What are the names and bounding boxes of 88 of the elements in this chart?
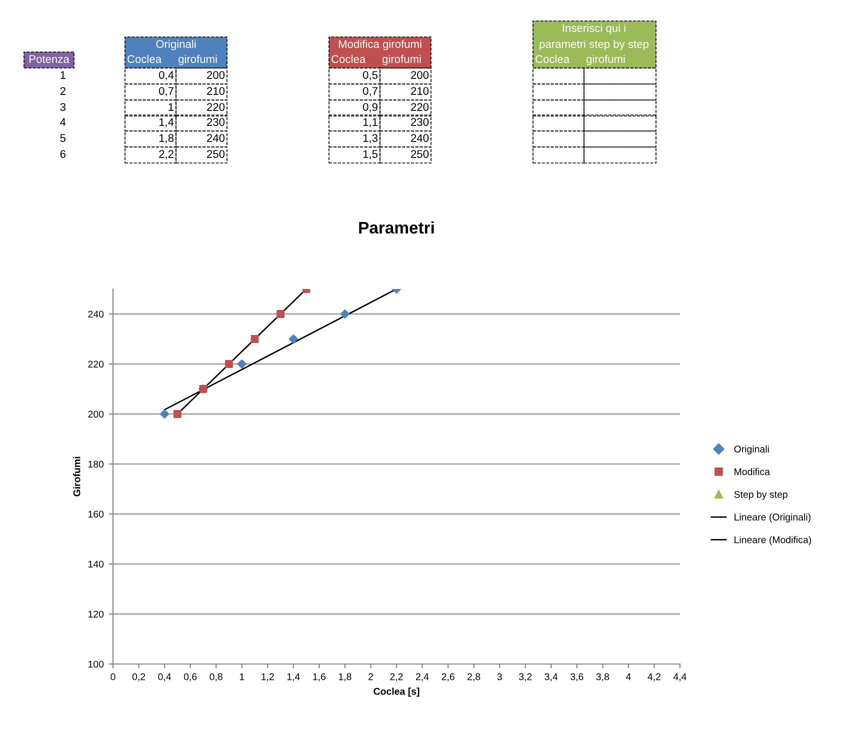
x-tick-label: 2,4 bbox=[416, 673, 429, 682]
point bbox=[173, 410, 182, 418]
text: 2,2 bbox=[159, 150, 174, 160]
chart-title: Parametri bbox=[359, 221, 434, 234]
text: 1,5 bbox=[363, 150, 378, 160]
y-tick-label: 140 bbox=[88, 560, 104, 568]
text: 200 bbox=[411, 71, 429, 79]
text: 2 bbox=[60, 87, 66, 95]
y-tick-label: 220 bbox=[88, 360, 104, 368]
legend-label: Modifica bbox=[734, 468, 770, 476]
text: 1,1 bbox=[363, 118, 378, 128]
x-tick-label: 2 bbox=[368, 673, 373, 680]
legend-label: Step by step bbox=[734, 490, 788, 500]
text: 220 bbox=[207, 103, 225, 111]
x-tick-label: 1,2 bbox=[262, 673, 274, 682]
text: Modifica girofumi bbox=[338, 40, 422, 50]
text: Coclea bbox=[332, 54, 366, 63]
text: 240 bbox=[411, 134, 429, 142]
text: 0,7 bbox=[158, 87, 174, 96]
x-tick-label: 0 bbox=[110, 673, 116, 680]
text: girofumi bbox=[382, 54, 421, 66]
text: 5 bbox=[60, 134, 66, 142]
point bbox=[225, 360, 233, 368]
text: 4 bbox=[60, 118, 66, 126]
y-tick-label: 160 bbox=[88, 510, 104, 518]
x-tick-label: 0,4 bbox=[158, 673, 172, 682]
x-tick-label: 3,8 bbox=[596, 673, 610, 682]
point bbox=[250, 335, 259, 343]
x-tick-label: 2,6 bbox=[442, 673, 454, 682]
x-tick-label: 2,2 bbox=[390, 673, 403, 682]
y-axis-title: Girofumi bbox=[73, 456, 80, 496]
text: 240 bbox=[207, 134, 225, 142]
text: 3 bbox=[60, 103, 66, 111]
x-tick-label: 4,2 bbox=[648, 673, 660, 682]
y-tick-label: 100 bbox=[88, 660, 104, 668]
text: 1,4 bbox=[159, 118, 174, 128]
text: 200 bbox=[207, 71, 225, 79]
legend-label: Originali bbox=[734, 445, 769, 454]
text: 0,4 bbox=[158, 71, 174, 80]
text: girofumi bbox=[178, 54, 217, 66]
text: 1 bbox=[168, 103, 174, 111]
text: 210 bbox=[207, 87, 225, 95]
text: 1 bbox=[60, 71, 66, 79]
text: 0,7 bbox=[362, 87, 378, 96]
legend-label: Lineare (Modifica) bbox=[734, 536, 811, 546]
point bbox=[288, 334, 298, 344]
x-tick-label: 3,2 bbox=[518, 673, 532, 682]
x-tick-label: 2,8 bbox=[468, 673, 480, 682]
text: 250 bbox=[411, 150, 429, 158]
point bbox=[160, 409, 170, 419]
x-tick-label: 1,6 bbox=[313, 673, 326, 682]
x-tick-label: 3,6 bbox=[570, 673, 584, 682]
text: Inserisci qui i bbox=[562, 24, 626, 34]
text: Coclea bbox=[536, 54, 570, 63]
y-tick-label: 120 bbox=[88, 610, 104, 618]
x-axis-title: Coclea [s] bbox=[374, 688, 420, 697]
text: 0,5 bbox=[362, 71, 378, 80]
x-tick-label: 3 bbox=[497, 673, 502, 680]
x-tick-label: 0,8 bbox=[210, 673, 222, 682]
text: 230 bbox=[411, 118, 429, 126]
x-tick-label: 1 bbox=[240, 673, 244, 680]
text: 210 bbox=[411, 87, 429, 95]
x-tick-label: 4 bbox=[626, 673, 631, 680]
text: Originali bbox=[156, 40, 196, 50]
x-tick-label: 3,4 bbox=[544, 673, 558, 682]
legend-label: Lineare (Originali) bbox=[734, 513, 810, 522]
x-tick-label: 1,4 bbox=[287, 673, 300, 682]
text: girofumi bbox=[586, 54, 625, 66]
point bbox=[340, 309, 350, 319]
x-tick-label: 0,2 bbox=[132, 673, 146, 682]
text: 1,8 bbox=[159, 134, 174, 144]
x-tick-label: 1,8 bbox=[338, 673, 352, 682]
text: 1,3 bbox=[363, 134, 378, 144]
text: 0,9 bbox=[362, 103, 378, 112]
text: 250 bbox=[207, 150, 225, 158]
x-tick-label: 0,6 bbox=[184, 673, 197, 682]
text: Potenza bbox=[30, 55, 70, 63]
point bbox=[276, 310, 284, 318]
text: parametri step by step bbox=[540, 40, 648, 50]
text: 230 bbox=[207, 118, 225, 126]
y-tick-label: 200 bbox=[88, 410, 104, 418]
x-tick-label: 4,4 bbox=[673, 673, 686, 682]
text: 6 bbox=[60, 150, 66, 158]
text: Coclea bbox=[128, 54, 162, 63]
text: 220 bbox=[411, 103, 429, 111]
point bbox=[237, 359, 246, 369]
y-tick-label: 240 bbox=[88, 310, 104, 318]
y-tick-label: 180 bbox=[88, 460, 104, 468]
